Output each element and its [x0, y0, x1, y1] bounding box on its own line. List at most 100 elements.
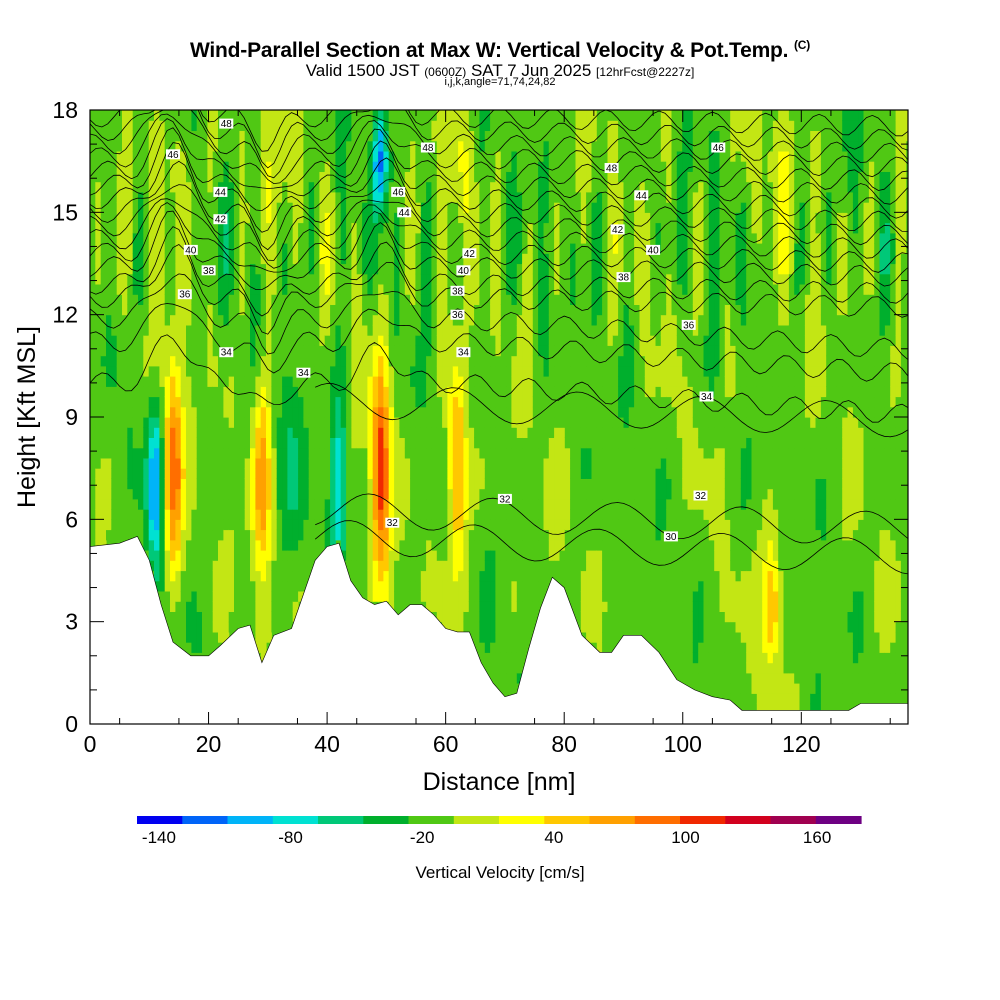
- velocity-cell: [575, 611, 582, 623]
- velocity-cell: [500, 243, 507, 254]
- velocity-cell: [319, 529, 326, 541]
- velocity-cell: [218, 150, 224, 162]
- velocity-cell: [431, 314, 438, 326]
- velocity-cell: [154, 181, 160, 193]
- velocity-cell: [468, 284, 475, 295]
- velocity-cell: [447, 437, 454, 449]
- velocity-cell: [388, 284, 395, 295]
- velocity-cell: [132, 396, 139, 408]
- velocity-cell: [260, 130, 267, 142]
- velocity-cell: [623, 560, 630, 572]
- velocity-cell: [596, 294, 603, 305]
- velocity-cell: [356, 447, 363, 459]
- velocity-cell: [276, 243, 283, 254]
- velocity-cell: [607, 150, 614, 162]
- velocity-cell: [116, 304, 123, 316]
- velocity-cell: [95, 509, 102, 520]
- velocity-cell: [324, 345, 331, 357]
- velocity-cell: [170, 335, 176, 346]
- velocity-cell: [340, 202, 347, 213]
- velocity-cell: [228, 294, 235, 305]
- velocity-cell: [479, 406, 486, 418]
- velocity-cell: [282, 222, 288, 234]
- velocity-cell: [442, 110, 448, 121]
- velocity-cell: [282, 406, 288, 418]
- velocity-cell: [218, 591, 224, 602]
- velocity-cell: [335, 365, 342, 377]
- velocity-cell: [106, 110, 112, 121]
- velocity-cell: [218, 314, 224, 326]
- velocity-cell: [559, 314, 566, 326]
- velocity-cell: [180, 539, 187, 551]
- velocity-cell: [362, 529, 368, 541]
- velocity-cell: [516, 406, 523, 418]
- velocity-cell: [367, 509, 374, 520]
- velocity-cell: [292, 263, 299, 275]
- velocity-cell: [431, 120, 438, 131]
- velocity-cell: [458, 601, 464, 612]
- velocity-cell: [164, 457, 171, 469]
- velocity-cell: [340, 437, 347, 449]
- velocity-cell: [388, 560, 395, 572]
- velocity-cell: [543, 529, 550, 541]
- velocity-cell: [356, 488, 363, 500]
- velocity-cell: [436, 212, 443, 224]
- velocity-cell: [250, 601, 256, 612]
- velocity-cell: [596, 212, 603, 224]
- velocity-cell: [484, 468, 491, 479]
- velocity-cell: [356, 457, 363, 469]
- velocity-cell: [207, 488, 214, 500]
- velocity-cell: [527, 212, 534, 224]
- velocity-cell: [618, 550, 624, 561]
- velocity-cell: [90, 498, 96, 510]
- velocity-cell: [527, 304, 534, 316]
- velocity-cell: [207, 498, 214, 510]
- velocity-cell: [175, 294, 182, 305]
- velocity-cell: [154, 498, 160, 510]
- velocity-cell: [324, 181, 331, 193]
- velocity-cell: [564, 478, 571, 490]
- velocity-cell: [452, 222, 459, 234]
- velocity-cell: [260, 284, 267, 295]
- velocity-cell: [383, 232, 390, 244]
- velocity-cell: [228, 550, 235, 561]
- velocity-cell: [623, 611, 630, 623]
- velocity-cell: [122, 386, 128, 398]
- velocity-cell: [602, 294, 608, 305]
- velocity-cell: [186, 457, 192, 469]
- velocity-cell: [340, 539, 347, 551]
- velocity-cell: [255, 509, 262, 520]
- velocity-cell: [180, 570, 187, 582]
- velocity-cell: [154, 550, 160, 561]
- velocity-cell: [346, 222, 352, 234]
- velocity-cell: [596, 580, 603, 592]
- velocity-cell: [372, 181, 379, 193]
- velocity-cell: [287, 437, 294, 449]
- velocity-cell: [346, 150, 352, 162]
- velocity-cell: [490, 222, 496, 234]
- velocity-cell: [202, 212, 208, 224]
- velocity-cell: [180, 324, 187, 336]
- velocity-cell: [324, 396, 331, 408]
- velocity-cell: [372, 406, 379, 418]
- velocity-cell: [442, 509, 448, 520]
- velocity-cell: [447, 120, 454, 131]
- velocity-cell: [378, 550, 384, 561]
- velocity-cell: [356, 519, 363, 531]
- velocity-cell: [116, 447, 123, 459]
- velocity-cell: [228, 181, 235, 193]
- velocity-cell: [378, 304, 384, 316]
- velocity-cell: [511, 457, 518, 469]
- velocity-cell: [372, 417, 379, 428]
- velocity-cell: [122, 324, 128, 336]
- velocity-cell: [95, 437, 102, 449]
- velocity-cell: [106, 140, 112, 152]
- velocity-cell: [250, 335, 256, 346]
- velocity-cell: [596, 457, 603, 469]
- velocity-cell: [260, 314, 267, 326]
- velocity-cell: [255, 110, 262, 121]
- velocity-cell: [570, 601, 576, 612]
- velocity-cell: [431, 335, 438, 346]
- velocity-cell: [132, 110, 139, 121]
- velocity-cell: [276, 161, 283, 172]
